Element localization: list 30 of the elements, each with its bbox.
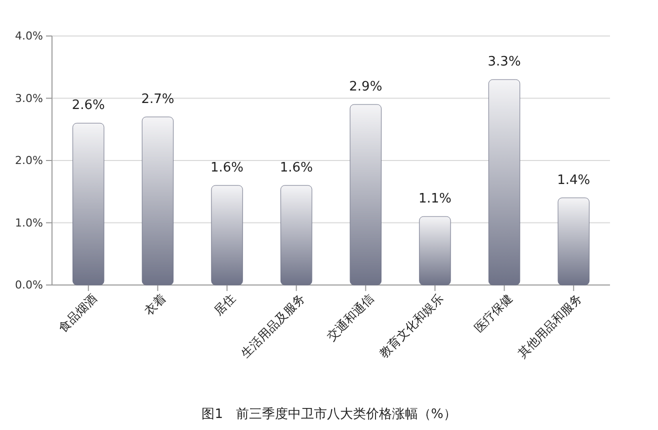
bar — [72, 122, 104, 286]
y-tick-label: 4.0% — [15, 30, 43, 43]
y-tick-label: 3.0% — [15, 92, 43, 105]
bar — [211, 185, 243, 286]
x-tick-label: 生活用品及服务 — [238, 291, 308, 361]
data-label: 1.4% — [557, 172, 590, 188]
bar — [142, 116, 174, 286]
bar — [419, 216, 451, 286]
data-label: 2.6% — [72, 98, 105, 114]
x-tick-label: 交通和通信 — [324, 291, 377, 344]
x-tick-label: 衣着 — [142, 291, 169, 318]
data-label: 1.6% — [280, 160, 313, 176]
text: 图1 前三季度中卫市八大类价格涨幅（%） — [202, 406, 456, 422]
data-label: 2.7% — [141, 92, 174, 107]
data-label: 1.1% — [418, 192, 452, 207]
y-tick-label: 2.0% — [15, 154, 43, 168]
x-tick-label: 教育文化和娱乐 — [376, 291, 446, 361]
bar — [488, 79, 520, 286]
bar — [558, 198, 590, 286]
x-tick-label: 其他用品和服务 — [515, 291, 585, 361]
x-tick-label: 食品烟酒 — [56, 291, 100, 336]
x-tick-label: 医疗保健 — [471, 291, 516, 336]
y-tick-label: 1.0% — [15, 216, 43, 230]
y-tick-label: 0.0% — [15, 278, 43, 292]
data-label: 1.6% — [210, 160, 244, 176]
x-tick-label: 居住 — [211, 291, 238, 318]
data-label: 3.3% — [488, 54, 521, 70]
data-label: 2.9% — [349, 79, 382, 94]
bar — [350, 104, 382, 286]
bar — [280, 185, 312, 286]
